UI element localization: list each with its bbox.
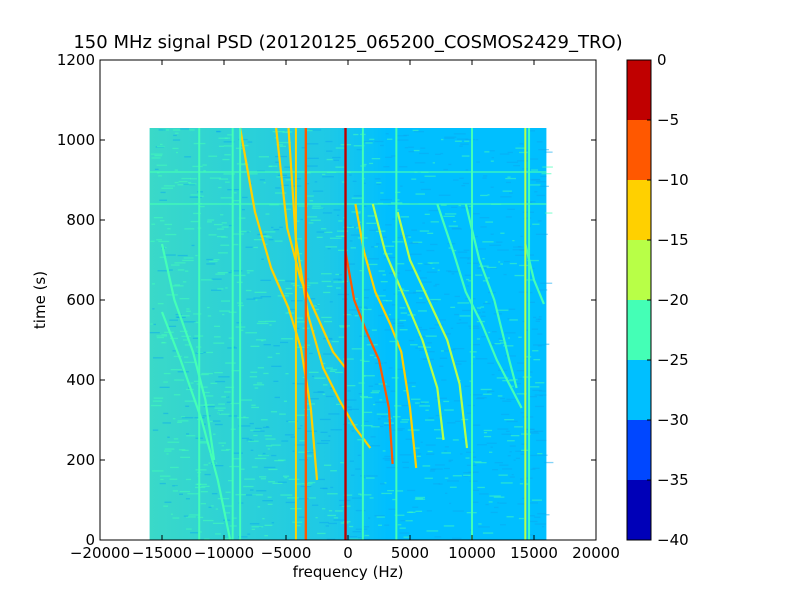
y-tick-label: 1000 (57, 131, 95, 149)
y-tick-label: 400 (66, 371, 95, 389)
colorbar-tick-label: −15 (657, 231, 689, 249)
colorbar-tick-label: 0 (657, 51, 667, 69)
signal-trace (354, 203, 418, 469)
y-tick-label: 600 (66, 291, 95, 309)
signal-trace (160, 311, 232, 540)
colorbar-segment (627, 180, 651, 240)
colorbar-segment (627, 120, 651, 180)
colorbar-segment (627, 360, 651, 420)
x-tick-label: −20000 (70, 544, 130, 562)
colorbar-segment (627, 480, 651, 540)
y-tick-label: 800 (66, 211, 95, 229)
y-tick-label: 0 (85, 531, 95, 549)
y-tick-label: 1200 (57, 51, 95, 69)
x-axis-label: frequency (Hz) (293, 563, 404, 581)
signal-trace (160, 243, 216, 461)
signal-trace (344, 251, 394, 465)
signal-trace (371, 203, 445, 441)
colorbar-segment (627, 300, 651, 360)
colorbar-tick-label: −40 (657, 531, 689, 549)
colorbar-tick-label: −10 (657, 171, 689, 189)
colorbar-tick-label: −30 (657, 411, 689, 429)
x-axis: −20000 −15000 −10000 −5000 0 5000 10000 15000 20… (70, 60, 620, 562)
signal-trace (396, 211, 469, 449)
chart-title: 150 MHz signal PSD (20120125_065200_COSM… (73, 32, 622, 53)
colorbar-tick-label: −35 (657, 471, 689, 489)
x-tick-label: −15000 (132, 544, 192, 562)
x-tick-label: 5000 (391, 544, 429, 562)
colorbar-tick-label: −20 (657, 291, 689, 309)
colorbar-segment (627, 60, 651, 120)
y-axis: 0 200 400 600 800 1000 1200 (57, 51, 596, 549)
x-tick-label: −5000 (261, 544, 312, 562)
x-tick-label: 20000 (572, 544, 620, 562)
colorbar-tick-label: −5 (657, 111, 679, 129)
colorbar-tick-label: −25 (657, 351, 689, 369)
y-tick-label: 200 (66, 451, 95, 469)
y-axis-label: time (s) (31, 271, 49, 329)
signal-trace (275, 127, 347, 369)
x-tick-label: 15000 (510, 544, 558, 562)
signal-trace (464, 203, 518, 389)
colorbar-segment (627, 420, 651, 480)
signal-trace (239, 127, 319, 481)
colorbar: −40 −35 −30 −25 −20 −15 −10 −5 0 (626, 51, 689, 549)
x-tick-label: 0 (343, 544, 353, 562)
x-tick-label: −10000 (194, 544, 254, 562)
signal-trace (436, 203, 523, 409)
x-tick-label: 10000 (448, 544, 496, 562)
colorbar-segment (627, 240, 651, 300)
